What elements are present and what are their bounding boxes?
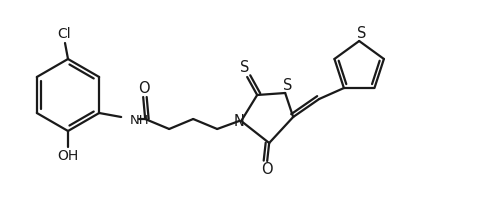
Text: NH: NH bbox=[130, 113, 150, 127]
Text: S: S bbox=[284, 77, 293, 92]
Text: S: S bbox=[358, 26, 367, 41]
Text: S: S bbox=[240, 61, 250, 75]
Text: N: N bbox=[234, 113, 244, 129]
Text: O: O bbox=[138, 81, 150, 95]
Text: O: O bbox=[262, 163, 273, 177]
Text: OH: OH bbox=[58, 149, 78, 163]
Text: Cl: Cl bbox=[57, 27, 71, 41]
